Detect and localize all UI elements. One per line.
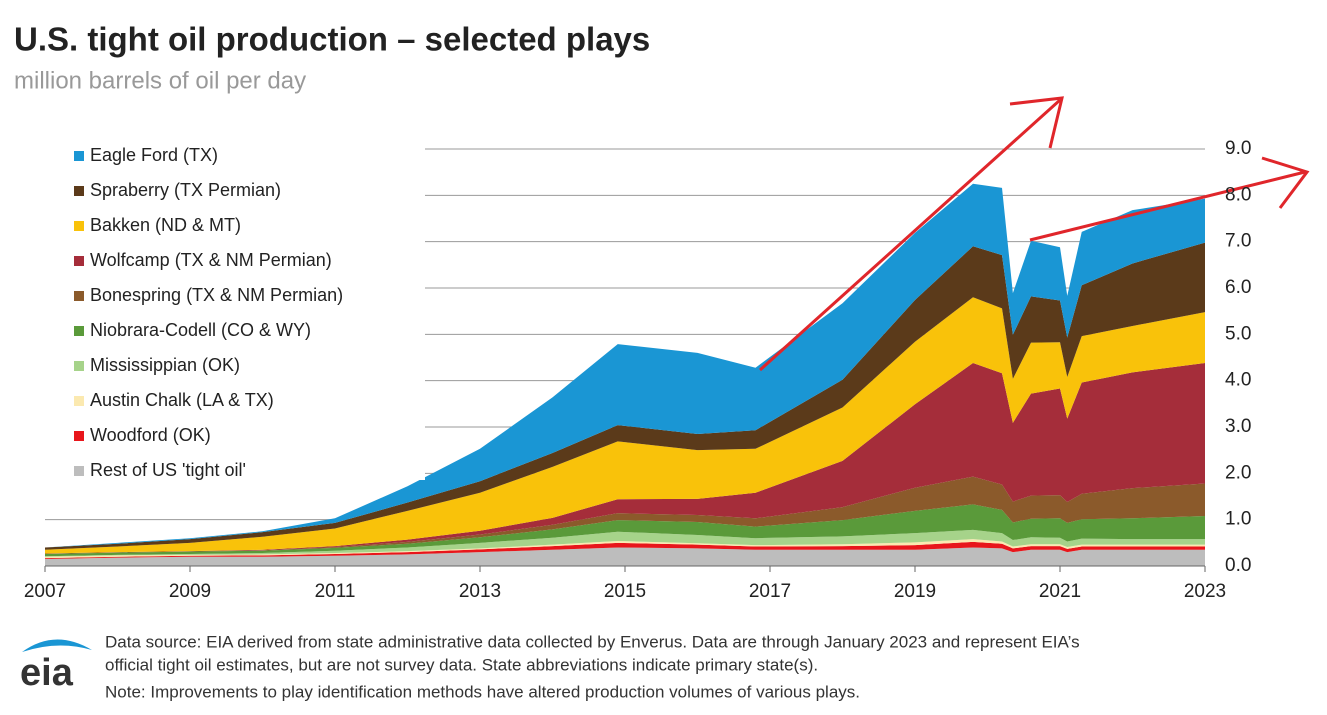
y-tick-label: 6.0 (1225, 277, 1251, 298)
legend-swatch (74, 221, 84, 231)
area (45, 183, 1205, 548)
legend-label: Niobrara-Codell (CO & WY) (90, 320, 311, 340)
chart-title: U.S. tight oil production – selected pla… (14, 21, 650, 58)
y-tick-label: 8.0 (1225, 184, 1251, 205)
area (45, 504, 1205, 557)
footnote: Data source: EIA derived from state admi… (105, 632, 1080, 651)
area (45, 547, 1205, 566)
area (45, 297, 1205, 554)
arrow (758, 98, 1062, 372)
legend-label: Wolfcamp (TX & NM Permian) (90, 250, 332, 270)
legend-swatch (74, 291, 84, 301)
legend-label: Bonespring (TX & NM Permian) (90, 285, 343, 305)
logo-text: eia (20, 652, 74, 694)
legend-label: Spraberry (TX Permian) (90, 180, 281, 200)
legend-swatch (74, 431, 84, 441)
area (45, 541, 1205, 560)
legend-swatch (74, 361, 84, 371)
legend-label: Austin Chalk (LA & TX) (90, 390, 274, 410)
legend-label: Bakken (ND & MT) (90, 215, 241, 235)
annotation-arrows (758, 96, 1310, 372)
legend-swatch (74, 256, 84, 266)
legend-swatch (74, 466, 84, 476)
x-tick-label: 2015 (604, 581, 646, 602)
logo: eia (20, 639, 92, 694)
y-tick-label: 4.0 (1225, 370, 1251, 391)
arrow-head (1009, 96, 1064, 149)
plot-area (44, 148, 1206, 572)
chart-subtitle: million barrels of oil per day (14, 67, 306, 94)
legend-swatch (74, 326, 84, 336)
y-tick-label: 1.0 (1225, 509, 1251, 530)
x-tick-label: 2023 (1184, 581, 1226, 602)
legend-swatch (74, 151, 84, 161)
y-tick-label: 0.0 (1225, 555, 1251, 576)
legend-background (45, 140, 425, 480)
legend-swatch (74, 396, 84, 406)
logo-swoosh (22, 639, 92, 652)
x-tick-label: 2017 (749, 581, 791, 602)
arrow-head (1261, 156, 1310, 209)
area (45, 476, 1205, 554)
y-tick-label: 5.0 (1225, 323, 1251, 344)
legend-label: Woodford (OK) (90, 425, 211, 445)
legend: Rest of US 'tight oil' Woodford (OK) Austi… (45, 140, 425, 480)
y-tick-label: 7.0 (1225, 231, 1251, 252)
legend-swatch (74, 186, 84, 196)
footnote: Note: Improvements to play identificatio… (105, 682, 860, 701)
x-tick-label: 2019 (894, 581, 936, 602)
area (45, 363, 1205, 554)
legend-label: Rest of US 'tight oil' (90, 460, 246, 480)
y-tick-label: 3.0 (1225, 416, 1251, 437)
area (45, 242, 1205, 550)
area (45, 539, 1205, 559)
x-tick-label: 2021 (1039, 581, 1081, 602)
legend-label: Eagle Ford (TX) (90, 145, 218, 165)
y-tick-label: 2.0 (1225, 462, 1251, 483)
footnote: official tight oil estimates, but are no… (105, 655, 818, 674)
area (45, 529, 1205, 557)
x-tick-label: 2013 (459, 581, 501, 602)
x-tick-label: 2011 (315, 581, 356, 602)
x-tick-label: 2007 (24, 581, 66, 602)
y-tick-label: 9.0 (1225, 138, 1251, 159)
x-tick-label: 2009 (169, 581, 211, 602)
arrow (1029, 170, 1306, 242)
legend-label: Mississippian (OK) (90, 355, 240, 375)
